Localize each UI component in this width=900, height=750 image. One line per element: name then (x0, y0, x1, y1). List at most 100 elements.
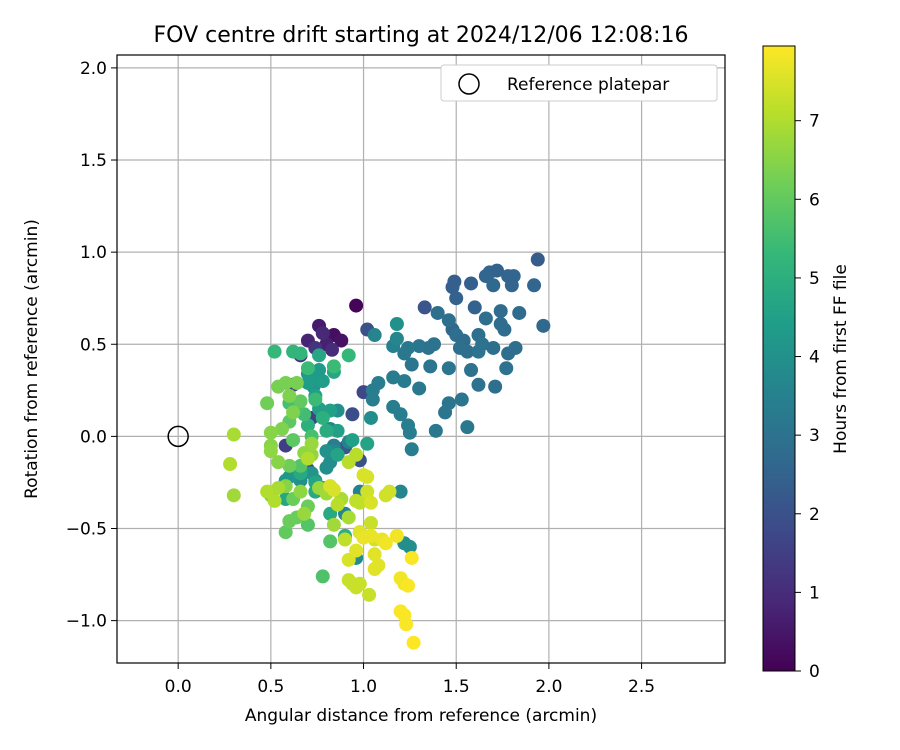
x-tick-label: 2.0 (535, 677, 562, 697)
x-axis-label: Angular distance from reference (arcmin) (245, 706, 597, 726)
y-tick-label: 1.5 (80, 151, 107, 171)
scatter-point (460, 420, 475, 435)
scatter-point (367, 328, 382, 343)
scatter-point (378, 536, 393, 551)
scatter-point (326, 517, 341, 532)
scatter-point (297, 506, 312, 521)
scatter-point (345, 433, 360, 448)
colorbar-ticks: 0 1 2 3 4 5 6 7 (795, 112, 820, 682)
scatter-point (471, 344, 486, 359)
scatter-point (308, 392, 323, 407)
colorbar-tick-label: 3 (809, 426, 820, 446)
scatter-point (397, 374, 412, 389)
scatter-point (260, 396, 275, 411)
scatter-point (352, 576, 367, 591)
scatter-point (315, 410, 330, 425)
scatter-point (527, 278, 542, 293)
scatter-point (360, 436, 375, 451)
scatter-point (304, 436, 319, 451)
scatter-point (386, 370, 401, 385)
y-tick-label: −1.0 (66, 612, 107, 632)
scatter-point (360, 484, 375, 499)
legend-box (440, 64, 718, 102)
x-tick-label: 2.5 (628, 677, 655, 697)
scatter-point (363, 515, 378, 530)
scatter-point (341, 573, 356, 588)
scatter-point (508, 340, 523, 355)
scatter-point (274, 422, 289, 437)
scatter-point (300, 361, 315, 376)
scatter-point (393, 407, 408, 422)
scatter-point (330, 447, 345, 462)
scatter-point (312, 363, 327, 378)
scatter-point (402, 539, 417, 554)
scatter-point (293, 394, 308, 409)
scatter-point (499, 361, 514, 376)
y-tick-label: 0.5 (80, 335, 107, 355)
scatter-point (312, 348, 327, 363)
plot-frame (116, 54, 726, 664)
scatter-point (263, 444, 278, 459)
x-tick-label: 0.0 (165, 677, 192, 697)
y-tick-label: 0.0 (80, 427, 107, 447)
colorbar (762, 45, 796, 672)
scatter-point (315, 374, 330, 389)
scatter-point (300, 451, 315, 466)
scatter-point (282, 388, 297, 403)
colorbar-tick-label: 1 (809, 583, 820, 603)
scatter-point (493, 304, 508, 319)
scatter-point (271, 480, 286, 495)
scatter-point (319, 423, 334, 438)
scatter-point (363, 528, 378, 543)
scatter-point (345, 407, 360, 422)
scatter-point (323, 534, 338, 549)
scatter-point (286, 433, 301, 448)
scatter-point (286, 405, 301, 420)
x-tick-label: 0.5 (257, 677, 284, 697)
scatter-point (300, 375, 315, 390)
scatter-point (315, 569, 330, 584)
scatter-point (326, 359, 341, 374)
scatter-point (282, 458, 297, 473)
scatter-point (300, 517, 315, 532)
legend-marker-icon (458, 73, 480, 95)
scatter-point (441, 313, 456, 328)
x-tick-label: 1.5 (443, 677, 470, 697)
scatter-point (363, 495, 378, 510)
scatter-point (478, 311, 493, 326)
scatter-point (486, 278, 501, 293)
scatter-point (412, 339, 427, 354)
colorbar-tick-label: 2 (809, 505, 820, 525)
scatter-point (226, 427, 241, 442)
scatter-point (486, 340, 501, 355)
colorbar-tick-label: 4 (809, 348, 820, 368)
scatter-point (406, 635, 421, 650)
scatter-point (319, 460, 334, 475)
scatter-point (402, 425, 417, 440)
scatter-point (389, 331, 404, 346)
scatter-point (449, 291, 464, 306)
scatter-point (401, 578, 416, 593)
scatter-point (338, 532, 352, 547)
scatter-point (428, 423, 443, 438)
scatter-point (278, 375, 293, 390)
scatter-point (349, 298, 364, 313)
colorbar-tick-label: 0 (809, 662, 820, 682)
scatter-point (260, 484, 275, 499)
legend: Reference platepar (440, 64, 718, 102)
scatter-point (300, 418, 315, 433)
scatter-point (393, 484, 408, 499)
scatter-point (464, 276, 479, 291)
y-axis-label: Rotation from reference (arcmin) (22, 219, 42, 499)
colorbar-tick-label: 6 (809, 190, 820, 210)
scatter-points (223, 252, 551, 650)
colorbar-tick-label: 7 (809, 112, 820, 132)
scatter-point (460, 344, 475, 359)
scatter-point (389, 528, 404, 543)
scatter-point (504, 278, 519, 293)
scatter-point (367, 562, 382, 577)
scatter-point (490, 263, 504, 278)
reference-point-marker (167, 425, 189, 448)
scatter-point (325, 342, 340, 357)
scatter-point (488, 379, 503, 394)
